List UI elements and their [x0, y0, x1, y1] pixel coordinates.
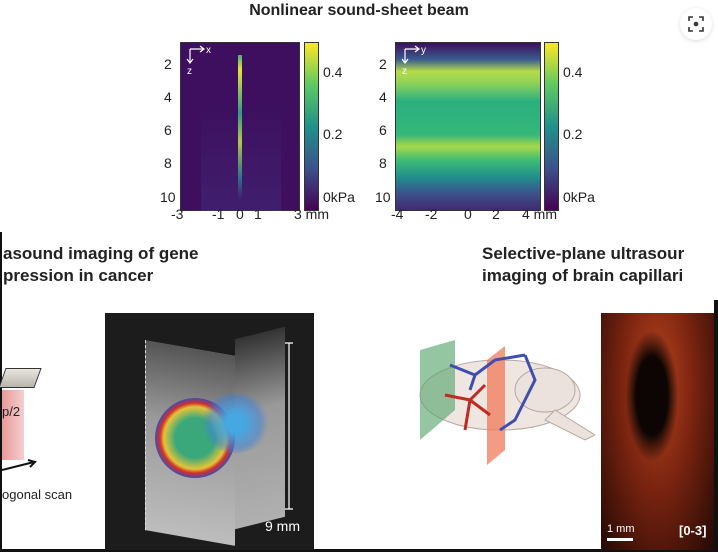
y-tick: 2 [379, 56, 387, 72]
cbar2-tick: 0kPa [563, 189, 595, 205]
beam-line [238, 55, 242, 200]
section-title-line1: Selective-plane ultrasour [482, 244, 685, 263]
scale-1mm: 1 mm [607, 523, 635, 535]
cbar2-tick: 0.4 [563, 64, 583, 80]
axis-z-label: z [187, 66, 192, 77]
scale-9mm: 9 mm [265, 518, 300, 534]
brain-illustration [419, 340, 595, 465]
x-tick: -3 [171, 206, 184, 222]
colorbar-1 [304, 42, 319, 211]
cbar2-tick: 0.2 [563, 126, 583, 142]
visual-search-icon [688, 16, 704, 32]
section-title-line2: imaging of brain capillari [482, 266, 684, 285]
y-tick: 4 [379, 89, 387, 105]
y-tick: 6 [379, 122, 387, 138]
tumor-3d-image: 9 mm [105, 313, 314, 550]
x-tick: 0 [464, 206, 472, 222]
cbar1-tick: 0.2 [323, 126, 343, 142]
y-tick: 2 [164, 56, 172, 72]
axis-z-label: z [402, 66, 407, 77]
y-tick: 4 [164, 89, 172, 105]
x-tick: 3 mm [294, 206, 329, 222]
section-title-gene-expression: asound imaging of gene pression in cance… [3, 243, 199, 287]
section-title-line1: asound imaging of gene [3, 244, 199, 263]
axis-arrows-icon: yz [401, 45, 426, 77]
panel-border-right [714, 300, 718, 552]
section-title-brain-capillaries: Selective-plane ultrasour imaging of bra… [482, 243, 684, 287]
cbar1-tick: 0kPa [323, 189, 355, 205]
scale-arrow-icon [285, 342, 293, 510]
panel-border-bottom [0, 549, 718, 552]
scale-bar [607, 538, 633, 541]
x-tick: 2 [492, 206, 500, 222]
colorbar-2 [544, 42, 559, 211]
y-tick: 8 [379, 155, 387, 171]
scan-arrow-icon [2, 459, 37, 471]
x-tick: -2 [425, 206, 438, 222]
label-scan: ogonal scan [2, 487, 73, 502]
y-tick: 8 [164, 155, 172, 171]
y-tick: 6 [164, 122, 172, 138]
x-tick: -4 [391, 206, 404, 222]
x-tick: -1 [212, 206, 225, 222]
axis-arrows-icon: xz [186, 45, 211, 77]
probe-diagram [0, 360, 42, 460]
cbar1-tick: 0.4 [323, 64, 343, 80]
axis-y-label: y [421, 45, 426, 56]
panel-border-left [0, 232, 2, 552]
label-p2: p/2 [2, 404, 21, 419]
side-lobes [201, 103, 281, 211]
section-title-line2: pression in cancer [3, 266, 154, 285]
x-tick: 1 [254, 206, 262, 222]
x-tick: 0 [236, 206, 244, 222]
capillary-image: 1 mm [0-3] [601, 313, 714, 550]
axis-x-label: x [206, 45, 211, 56]
y-tick: 10 [375, 189, 391, 205]
figure-title: Nonlinear sound-sheet beam [249, 2, 469, 19]
x-tick: 4 mm [522, 206, 557, 222]
visual-search-button[interactable] [680, 8, 712, 40]
intensity-range: [0-3] [679, 523, 707, 538]
y-tick: 10 [160, 189, 176, 205]
